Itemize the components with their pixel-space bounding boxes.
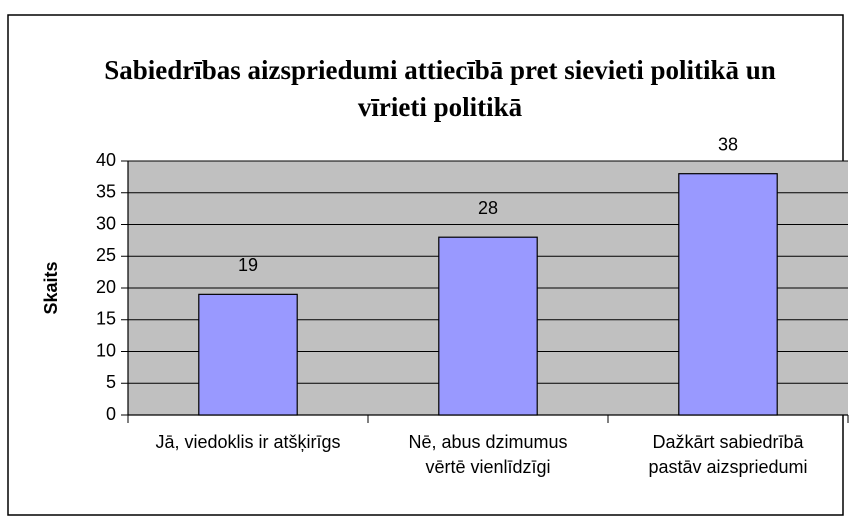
y-tick-label: 0 bbox=[106, 404, 116, 424]
data-label: 28 bbox=[478, 198, 498, 218]
x-tick-label: Dažkārt sabiedrībā pastāv aizspriedumi bbox=[648, 432, 808, 477]
data-label: 38 bbox=[718, 134, 738, 154]
y-tick-label: 25 bbox=[96, 245, 116, 265]
chart-title: Sabiedrības aizspriedumi attiecībā pret … bbox=[104, 55, 776, 122]
y-axis-label: Skaits bbox=[41, 261, 61, 314]
bar bbox=[678, 173, 778, 416]
y-tick-label: 30 bbox=[96, 213, 116, 233]
bar bbox=[438, 236, 538, 416]
y-tick-label: 35 bbox=[96, 182, 116, 202]
data-label: 19 bbox=[238, 255, 258, 275]
y-tick-label: 5 bbox=[106, 372, 116, 392]
y-tick-label: 20 bbox=[96, 277, 116, 297]
x-tick-label: Nē, abus dzimumus vērtē vienlīdzīgi bbox=[408, 432, 568, 477]
bar bbox=[198, 293, 298, 416]
x-tick-label: Jā, viedoklis ir atšķirīgs bbox=[155, 432, 341, 452]
y-tick-label: 40 bbox=[96, 150, 116, 170]
y-tick-label: 15 bbox=[96, 309, 116, 329]
y-tick-label: 10 bbox=[96, 340, 116, 360]
